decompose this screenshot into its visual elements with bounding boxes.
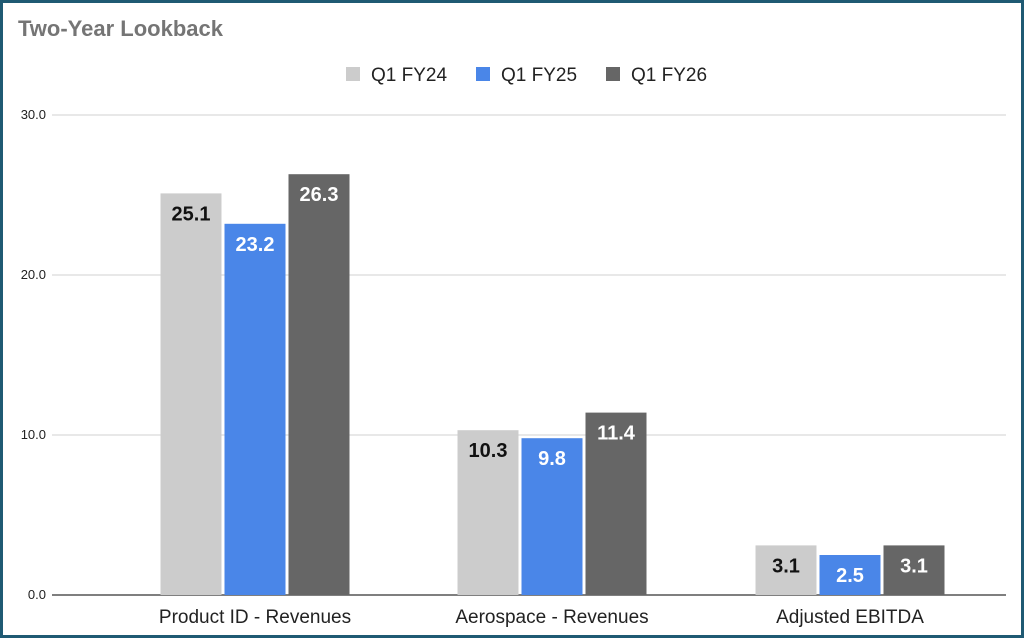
data-label: 3.1 <box>772 555 800 577</box>
bars: 25.1 23.2 26.3 10.3 9.8 11.4 3.1 2.5 3.1 <box>160 174 945 596</box>
y-tick-label: 10.0 <box>21 427 46 442</box>
legend-swatch <box>346 67 360 81</box>
data-label: 2.5 <box>836 565 864 587</box>
legend-label: Q1 FY25 <box>501 65 577 86</box>
bar <box>288 174 350 595</box>
legend: Q1 FY24 Q1 FY25 Q1 FY26 <box>346 65 707 86</box>
x-category-label: Aerospace - Revenues <box>455 607 648 628</box>
category-labels: Product ID - Revenues Aerospace - Revenue… <box>159 607 924 628</box>
data-label: 23.2 <box>236 234 275 256</box>
bar <box>521 438 583 595</box>
x-category-label: Adjusted EBITDA <box>776 607 924 628</box>
data-label: 9.8 <box>538 448 566 470</box>
y-tick-label: 30.0 <box>21 107 46 122</box>
y-tick-label: 20.0 <box>21 267 46 282</box>
x-category-label: Product ID - Revenues <box>159 607 351 628</box>
bar <box>883 545 945 595</box>
y-tick-label: 0.0 <box>28 587 46 602</box>
data-label: 26.3 <box>300 184 339 206</box>
data-label: 11.4 <box>597 423 636 445</box>
data-label: 10.3 <box>469 440 508 462</box>
data-label: 3.1 <box>900 555 928 577</box>
bar <box>224 223 286 596</box>
bar <box>819 555 881 595</box>
legend-label: Q1 FY26 <box>631 65 707 86</box>
legend-swatch <box>606 67 620 81</box>
bar <box>755 545 817 595</box>
bar <box>457 430 519 595</box>
legend-label: Q1 FY24 <box>371 65 447 86</box>
bar <box>160 193 222 595</box>
bar <box>585 412 647 595</box>
data-label: 25.1 <box>172 203 211 225</box>
legend-swatch <box>476 67 490 81</box>
chart-title: Two-Year Lookback <box>18 16 224 41</box>
